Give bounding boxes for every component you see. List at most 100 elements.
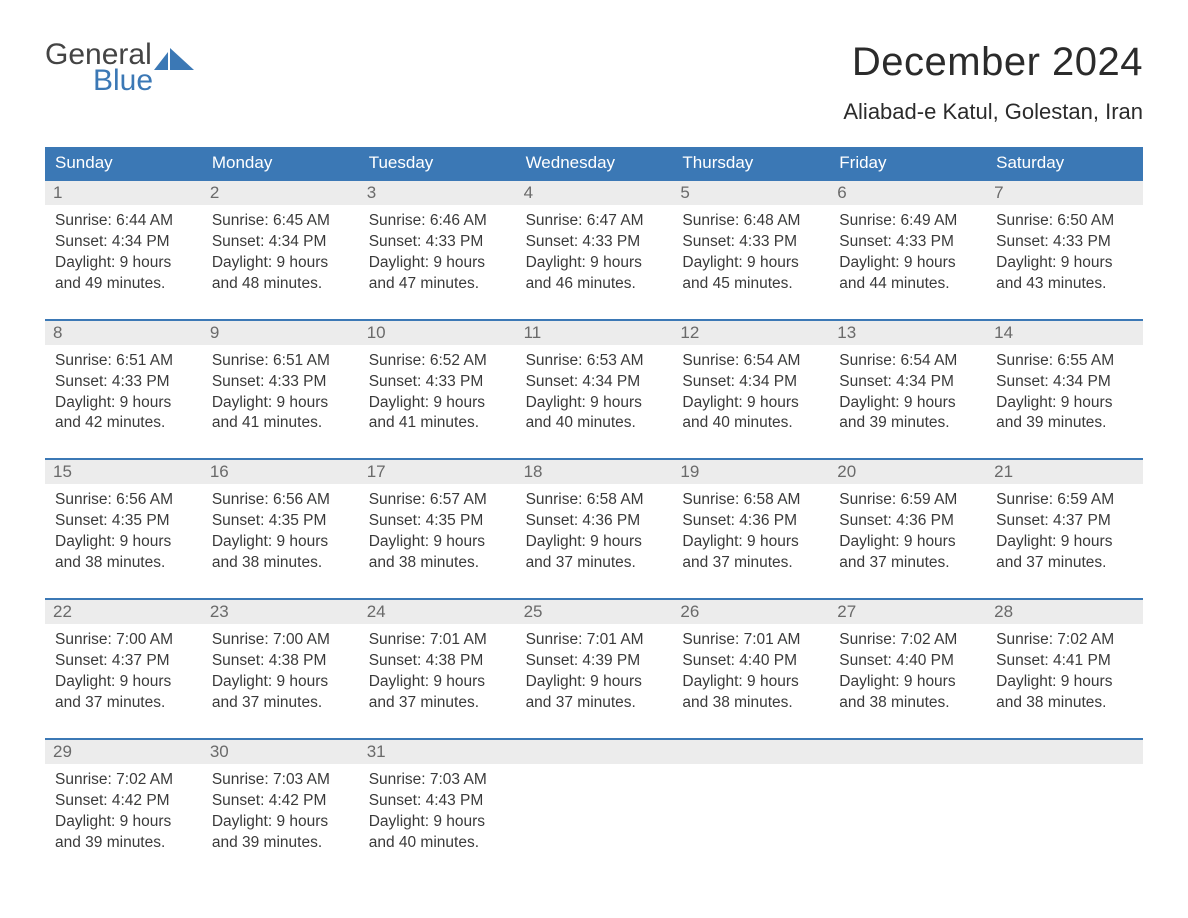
sunset-line: Sunset: 4:36 PM	[526, 511, 663, 532]
daynum-strip: 293031	[45, 740, 1143, 764]
daylight-line-1: Daylight: 9 hours	[839, 672, 976, 693]
day-cell: Sunrise: 6:55 AMSunset: 4:34 PMDaylight:…	[986, 345, 1143, 441]
daylight-line-2: and 37 minutes.	[839, 553, 976, 574]
daylight-line-2: and 37 minutes.	[526, 693, 663, 714]
day-number: 25	[516, 600, 673, 624]
sunset-line: Sunset: 4:34 PM	[55, 232, 192, 253]
day-number: 18	[516, 460, 673, 484]
daylight-line-1: Daylight: 9 hours	[369, 672, 506, 693]
daylight-line-1: Daylight: 9 hours	[55, 672, 192, 693]
sunset-line: Sunset: 4:35 PM	[212, 511, 349, 532]
daylight-line-1: Daylight: 9 hours	[996, 253, 1133, 274]
sunrise-line: Sunrise: 6:50 AM	[996, 211, 1133, 232]
daylight-line-2: and 37 minutes.	[212, 693, 349, 714]
sunrise-line: Sunrise: 7:03 AM	[212, 770, 349, 791]
daylight-line-1: Daylight: 9 hours	[526, 253, 663, 274]
sunrise-line: Sunrise: 6:51 AM	[212, 351, 349, 372]
sunrise-line: Sunrise: 6:52 AM	[369, 351, 506, 372]
day-cell: Sunrise: 6:51 AMSunset: 4:33 PMDaylight:…	[45, 345, 202, 441]
day-number	[829, 740, 986, 764]
sunset-line: Sunset: 4:36 PM	[682, 511, 819, 532]
day-cell: Sunrise: 6:48 AMSunset: 4:33 PMDaylight:…	[672, 205, 829, 301]
sunset-line: Sunset: 4:43 PM	[369, 791, 506, 812]
sunrise-line: Sunrise: 6:46 AM	[369, 211, 506, 232]
day-cell: Sunrise: 6:54 AMSunset: 4:34 PMDaylight:…	[672, 345, 829, 441]
daylight-line-2: and 37 minutes.	[55, 693, 192, 714]
day-cell: Sunrise: 6:52 AMSunset: 4:33 PMDaylight:…	[359, 345, 516, 441]
day-number: 29	[45, 740, 202, 764]
sunrise-line: Sunrise: 7:02 AM	[996, 630, 1133, 651]
day-number: 9	[202, 321, 359, 345]
day-cell: Sunrise: 6:54 AMSunset: 4:34 PMDaylight:…	[829, 345, 986, 441]
sunset-line: Sunset: 4:34 PM	[212, 232, 349, 253]
sunset-line: Sunset: 4:34 PM	[839, 372, 976, 393]
day-number	[672, 740, 829, 764]
location-text: Aliabad-e Katul, Golestan, Iran	[843, 99, 1143, 125]
sunset-line: Sunset: 4:37 PM	[996, 511, 1133, 532]
day-cell: Sunrise: 6:44 AMSunset: 4:34 PMDaylight:…	[45, 205, 202, 301]
daylight-line-2: and 38 minutes.	[682, 693, 819, 714]
day-cell: Sunrise: 7:02 AMSunset: 4:42 PMDaylight:…	[45, 764, 202, 860]
sunset-line: Sunset: 4:33 PM	[55, 372, 192, 393]
sunrise-line: Sunrise: 7:01 AM	[369, 630, 506, 651]
daylight-line-2: and 39 minutes.	[839, 413, 976, 434]
day-cell	[672, 764, 829, 860]
day-number: 31	[359, 740, 516, 764]
daylight-line-1: Daylight: 9 hours	[526, 393, 663, 414]
sunset-line: Sunset: 4:41 PM	[996, 651, 1133, 672]
title-block: December 2024 Aliabad-e Katul, Golestan,…	[843, 40, 1143, 139]
daylight-line-2: and 43 minutes.	[996, 274, 1133, 295]
day-cell: Sunrise: 6:56 AMSunset: 4:35 PMDaylight:…	[202, 484, 359, 580]
day-cell: Sunrise: 7:01 AMSunset: 4:40 PMDaylight:…	[672, 624, 829, 720]
day-number: 28	[986, 600, 1143, 624]
sunset-line: Sunset: 4:33 PM	[369, 232, 506, 253]
daylight-line-2: and 41 minutes.	[212, 413, 349, 434]
day-number: 21	[986, 460, 1143, 484]
sunrise-line: Sunrise: 6:54 AM	[682, 351, 819, 372]
daylight-line-1: Daylight: 9 hours	[839, 253, 976, 274]
sunrise-line: Sunrise: 7:01 AM	[682, 630, 819, 651]
sunrise-line: Sunrise: 6:59 AM	[839, 490, 976, 511]
day-cell: Sunrise: 6:47 AMSunset: 4:33 PMDaylight:…	[516, 205, 673, 301]
sunrise-line: Sunrise: 6:44 AM	[55, 211, 192, 232]
sunset-line: Sunset: 4:38 PM	[369, 651, 506, 672]
weekday-header: Tuesday	[359, 147, 516, 179]
day-cell: Sunrise: 7:03 AMSunset: 4:42 PMDaylight:…	[202, 764, 359, 860]
daynum-strip: 15161718192021	[45, 460, 1143, 484]
sunset-line: Sunset: 4:40 PM	[682, 651, 819, 672]
day-cell: Sunrise: 7:01 AMSunset: 4:38 PMDaylight:…	[359, 624, 516, 720]
daylight-line-2: and 39 minutes.	[55, 833, 192, 854]
daylight-line-2: and 37 minutes.	[996, 553, 1133, 574]
day-number: 10	[359, 321, 516, 345]
daylight-line-2: and 45 minutes.	[682, 274, 819, 295]
sunset-line: Sunset: 4:33 PM	[212, 372, 349, 393]
daylight-line-2: and 38 minutes.	[996, 693, 1133, 714]
day-cell: Sunrise: 6:59 AMSunset: 4:37 PMDaylight:…	[986, 484, 1143, 580]
daylight-line-2: and 38 minutes.	[839, 693, 976, 714]
sunrise-line: Sunrise: 7:03 AM	[369, 770, 506, 791]
sunrise-line: Sunrise: 6:58 AM	[526, 490, 663, 511]
logo-text-blue: Blue	[93, 66, 194, 96]
day-cell: Sunrise: 7:03 AMSunset: 4:43 PMDaylight:…	[359, 764, 516, 860]
daylight-line-2: and 41 minutes.	[369, 413, 506, 434]
sunrise-line: Sunrise: 6:59 AM	[996, 490, 1133, 511]
sunset-line: Sunset: 4:34 PM	[996, 372, 1133, 393]
day-number: 13	[829, 321, 986, 345]
daynum-strip: 891011121314	[45, 321, 1143, 345]
day-number	[986, 740, 1143, 764]
day-cell	[829, 764, 986, 860]
day-number: 17	[359, 460, 516, 484]
sunset-line: Sunset: 4:42 PM	[55, 791, 192, 812]
daylight-line-2: and 40 minutes.	[369, 833, 506, 854]
day-cell: Sunrise: 6:45 AMSunset: 4:34 PMDaylight:…	[202, 205, 359, 301]
day-cell: Sunrise: 6:57 AMSunset: 4:35 PMDaylight:…	[359, 484, 516, 580]
daynum-strip: 1234567	[45, 181, 1143, 205]
daylight-line-1: Daylight: 9 hours	[996, 393, 1133, 414]
weekday-header: Sunday	[45, 147, 202, 179]
day-cell: Sunrise: 6:46 AMSunset: 4:33 PMDaylight:…	[359, 205, 516, 301]
day-cell: Sunrise: 7:00 AMSunset: 4:38 PMDaylight:…	[202, 624, 359, 720]
daylight-line-1: Daylight: 9 hours	[55, 812, 192, 833]
day-cell: Sunrise: 6:51 AMSunset: 4:33 PMDaylight:…	[202, 345, 359, 441]
day-number: 6	[829, 181, 986, 205]
sunset-line: Sunset: 4:39 PM	[526, 651, 663, 672]
